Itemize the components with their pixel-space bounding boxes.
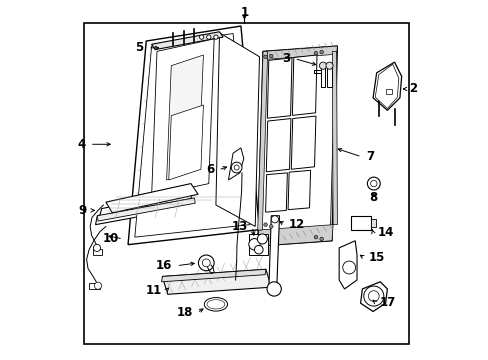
Polygon shape xyxy=(95,198,194,225)
Circle shape xyxy=(234,165,239,170)
Text: 4: 4 xyxy=(77,138,85,151)
Circle shape xyxy=(94,282,102,289)
Bar xyxy=(93,249,102,255)
Circle shape xyxy=(313,51,317,55)
Polygon shape xyxy=(332,51,337,225)
Polygon shape xyxy=(228,148,244,180)
Ellipse shape xyxy=(206,300,224,309)
Bar xyxy=(370,219,375,227)
Text: 18: 18 xyxy=(176,306,192,319)
Polygon shape xyxy=(360,282,386,311)
Circle shape xyxy=(213,35,218,39)
Polygon shape xyxy=(267,58,291,118)
Circle shape xyxy=(206,35,210,39)
Polygon shape xyxy=(265,173,287,212)
Circle shape xyxy=(269,225,272,228)
Polygon shape xyxy=(374,64,398,109)
Polygon shape xyxy=(162,269,265,282)
Circle shape xyxy=(202,259,210,267)
Text: 16: 16 xyxy=(156,259,172,272)
Polygon shape xyxy=(257,51,267,230)
Bar xyxy=(320,67,325,87)
Bar xyxy=(248,234,268,255)
Circle shape xyxy=(263,223,267,226)
Polygon shape xyxy=(151,39,214,196)
Text: 7: 7 xyxy=(365,150,373,163)
Text: 10: 10 xyxy=(102,233,119,246)
Polygon shape xyxy=(128,26,259,245)
Bar xyxy=(326,67,331,87)
Circle shape xyxy=(198,255,214,271)
Bar xyxy=(83,23,408,344)
Circle shape xyxy=(269,54,272,58)
Polygon shape xyxy=(287,170,310,210)
Polygon shape xyxy=(135,33,249,237)
Polygon shape xyxy=(372,62,401,111)
Polygon shape xyxy=(268,216,279,291)
Ellipse shape xyxy=(204,297,227,311)
Polygon shape xyxy=(97,198,195,221)
Text: 5: 5 xyxy=(135,41,143,54)
Circle shape xyxy=(231,162,242,173)
Text: 8: 8 xyxy=(369,192,377,204)
Bar xyxy=(385,89,391,94)
Polygon shape xyxy=(166,55,203,180)
Circle shape xyxy=(367,291,378,301)
Circle shape xyxy=(257,234,267,244)
Polygon shape xyxy=(168,105,203,180)
Polygon shape xyxy=(257,46,337,246)
Polygon shape xyxy=(266,118,290,172)
Text: 3: 3 xyxy=(282,52,290,65)
Polygon shape xyxy=(339,241,356,289)
Text: 13: 13 xyxy=(231,220,247,233)
Text: 12: 12 xyxy=(288,218,305,231)
Polygon shape xyxy=(162,269,271,294)
Text: 11: 11 xyxy=(145,284,162,297)
Bar xyxy=(89,283,100,289)
Text: 17: 17 xyxy=(379,296,395,309)
Polygon shape xyxy=(100,192,192,216)
Bar xyxy=(350,216,370,230)
Circle shape xyxy=(342,261,355,274)
Polygon shape xyxy=(260,50,335,243)
Circle shape xyxy=(363,286,383,306)
Circle shape xyxy=(248,239,260,250)
Text: 9: 9 xyxy=(78,204,86,217)
Text: 6: 6 xyxy=(205,163,214,176)
Polygon shape xyxy=(257,225,332,246)
Circle shape xyxy=(254,246,263,254)
Polygon shape xyxy=(262,46,337,60)
Text: 14: 14 xyxy=(377,226,393,239)
Circle shape xyxy=(313,235,317,239)
Polygon shape xyxy=(151,32,223,50)
Circle shape xyxy=(266,282,281,296)
Text: 15: 15 xyxy=(368,251,385,264)
Circle shape xyxy=(93,244,101,251)
Text: 1: 1 xyxy=(240,6,248,19)
Circle shape xyxy=(199,35,203,39)
Circle shape xyxy=(319,237,323,241)
Circle shape xyxy=(370,180,376,187)
Polygon shape xyxy=(216,33,259,226)
Circle shape xyxy=(319,62,326,69)
Circle shape xyxy=(366,177,380,190)
Circle shape xyxy=(271,216,278,223)
Polygon shape xyxy=(291,116,315,169)
Circle shape xyxy=(325,62,332,69)
Circle shape xyxy=(263,55,267,59)
Polygon shape xyxy=(106,184,198,213)
Circle shape xyxy=(319,50,323,54)
Text: 2: 2 xyxy=(408,82,416,95)
Polygon shape xyxy=(292,55,316,115)
